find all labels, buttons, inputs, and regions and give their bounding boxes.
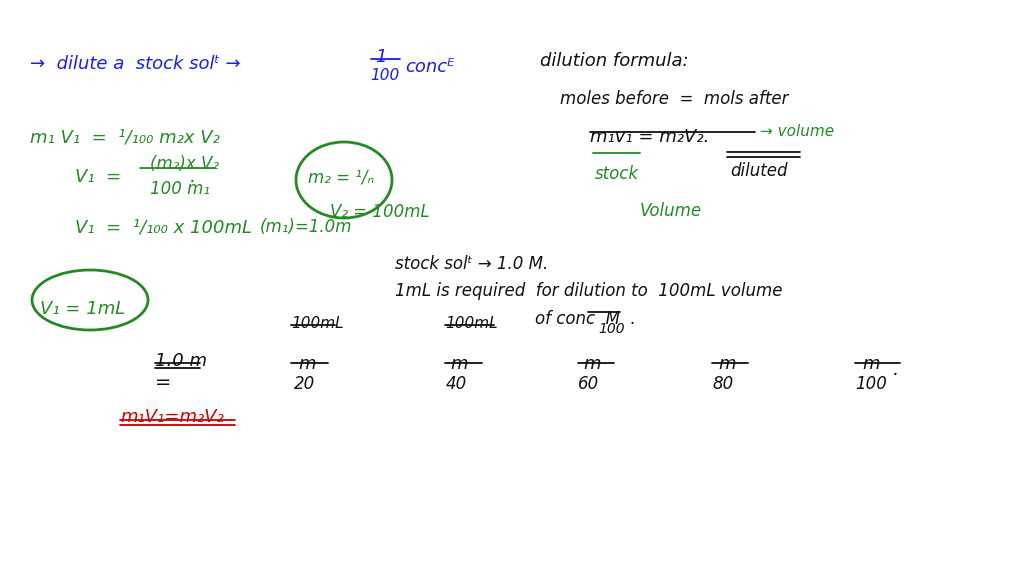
Text: m: m: [718, 355, 735, 373]
Text: m: m: [298, 355, 315, 373]
Text: m₁V₁=m₂V₂: m₁V₁=m₂V₂: [120, 408, 224, 426]
Text: →  dilute a  stock solᵗ →: → dilute a stock solᵗ →: [30, 55, 241, 73]
Text: (m₁)=1.0m: (m₁)=1.0m: [260, 218, 352, 236]
Text: 100mL: 100mL: [445, 316, 498, 331]
Text: of conc  M  .: of conc M .: [535, 310, 636, 328]
Text: m: m: [583, 355, 600, 373]
Text: m: m: [450, 355, 468, 373]
Text: stock: stock: [595, 165, 639, 183]
Text: V₁ = 1mL: V₁ = 1mL: [40, 300, 125, 318]
Text: m₁v₁ = m₂V₂.: m₁v₁ = m₂V₂.: [590, 128, 710, 146]
Text: m₁ V₁  =  ¹/₁₀₀ m₂x V₂: m₁ V₁ = ¹/₁₀₀ m₂x V₂: [30, 128, 220, 146]
Text: (m₂)x V₂: (m₂)x V₂: [150, 155, 219, 173]
Text: V₁  =  ¹/₁₀₀ x 100mL: V₁ = ¹/₁₀₀ x 100mL: [75, 218, 252, 236]
Text: → volume: → volume: [760, 124, 835, 139]
Text: m₂ = ¹/ₙ: m₂ = ¹/ₙ: [308, 168, 374, 186]
Text: 100 m₁: 100 m₁: [150, 180, 210, 198]
Text: 60: 60: [578, 375, 599, 393]
Text: 20: 20: [294, 375, 315, 393]
Text: stock solᵗ → 1.0 M.: stock solᵗ → 1.0 M.: [395, 255, 548, 273]
Text: moles before  =  mols after: moles before = mols after: [560, 90, 788, 108]
Text: .: .: [893, 360, 899, 379]
Text: 100: 100: [598, 322, 625, 336]
Text: 100: 100: [855, 375, 887, 393]
Text: 100: 100: [370, 68, 399, 83]
Text: Volume: Volume: [640, 202, 702, 220]
Text: V₁  =: V₁ =: [75, 168, 121, 186]
Text: 1.0 m: 1.0 m: [155, 352, 207, 370]
Text: V₂ = 100mL: V₂ = 100mL: [330, 203, 430, 221]
Text: 100mL: 100mL: [291, 316, 344, 331]
Text: 1mL is required  for dilution to  100mL volume: 1mL is required for dilution to 100mL vo…: [395, 282, 782, 300]
Text: .: .: [190, 167, 197, 186]
Text: concᴱ: concᴱ: [406, 58, 455, 76]
Text: m: m: [862, 355, 880, 373]
Text: dilution formula:: dilution formula:: [540, 52, 688, 70]
Text: =: =: [155, 373, 171, 392]
Text: diluted: diluted: [730, 162, 787, 180]
Text: 1: 1: [375, 48, 386, 66]
Text: 40: 40: [446, 375, 467, 393]
Text: 80: 80: [712, 375, 733, 393]
